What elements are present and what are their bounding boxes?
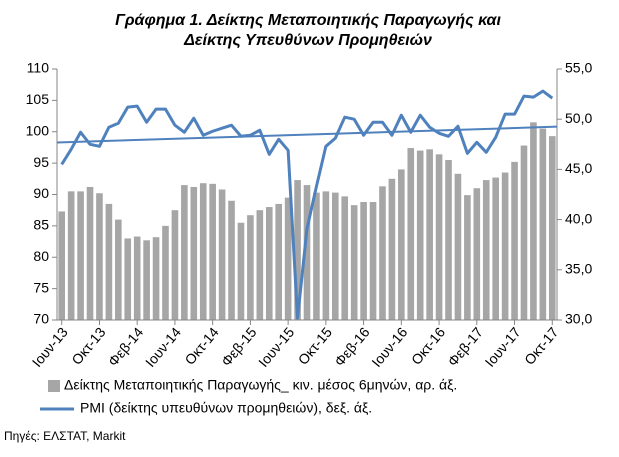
bar	[341, 196, 349, 320]
bar	[548, 136, 556, 320]
bar	[275, 203, 282, 320]
y2-tick-label: 45,0	[565, 160, 592, 176]
bar	[473, 188, 481, 320]
x-tick-label: Ιουν-15	[255, 324, 297, 370]
bar	[124, 238, 132, 320]
bar	[218, 189, 226, 320]
y2-tick-label: 35,0	[565, 261, 592, 277]
bar	[482, 180, 490, 320]
y2-tick-label: 30,0	[565, 311, 592, 327]
x-tick-label: Οκτ-14	[181, 324, 221, 368]
x-tick-label: Ιουν-13	[29, 324, 71, 370]
y2-tick-label: 40,0	[565, 210, 592, 226]
y-tick-label: 90	[33, 185, 49, 201]
x-tick-label: Φεβ-17	[444, 324, 486, 369]
source: Πηγές: ΕΛΣΤΑΤ, Markit	[4, 429, 126, 443]
bar	[407, 148, 415, 320]
bar	[501, 172, 509, 320]
bar	[181, 185, 188, 320]
x-tick-label: Φεβ-15	[218, 324, 260, 369]
bar	[105, 203, 113, 320]
bar	[86, 186, 94, 320]
bar	[284, 197, 292, 320]
bar	[247, 215, 254, 320]
y-tick-label: 70	[33, 311, 49, 327]
bar	[539, 128, 547, 320]
line	[60, 89, 554, 320]
x-tick-label: Ιουν-16	[368, 324, 410, 370]
bar	[445, 159, 452, 320]
y-tick-label: 105	[26, 91, 50, 107]
x-tick-label: Οκτ-17	[521, 324, 561, 368]
bar	[435, 154, 443, 320]
legend-label: Δείκτης Μεταποιητικής Παραγωγής_ κιν. μέ…	[64, 377, 457, 393]
bar	[143, 240, 150, 320]
bar	[303, 185, 311, 320]
y-tick-label: 80	[33, 248, 49, 264]
bar	[511, 161, 518, 320]
bar	[416, 150, 424, 320]
bar	[228, 200, 235, 320]
bar	[171, 210, 179, 320]
y-tick-label: 110	[27, 60, 50, 76]
bar	[133, 236, 141, 320]
bar	[96, 193, 103, 320]
y2-tick-label: 50,0	[565, 110, 592, 126]
legend-label: PMI (δείκτης υπευθύνων προμηθειών), δεξ.…	[80, 400, 372, 416]
bar	[350, 205, 358, 320]
bar	[152, 237, 160, 320]
x-tick-label: Οκτ-15	[295, 324, 335, 368]
bar	[426, 149, 433, 320]
bar	[464, 195, 471, 320]
bar	[530, 122, 537, 321]
bar	[190, 186, 198, 320]
bar	[265, 207, 273, 320]
bar	[313, 192, 320, 320]
bar	[360, 202, 367, 320]
bar	[115, 219, 122, 320]
bar	[67, 191, 75, 320]
x-tick-label: Ιουν-17	[481, 324, 523, 370]
bar	[388, 178, 396, 320]
bar	[520, 145, 528, 320]
bar	[454, 173, 462, 320]
bar	[77, 191, 84, 320]
bar	[332, 192, 339, 320]
x-tick-label: Οκτ-13	[68, 324, 108, 368]
bar	[58, 211, 66, 320]
bar	[209, 183, 216, 320]
trend-line	[56, 125, 558, 144]
y-tick-label: 75	[33, 279, 49, 295]
x-tick-label: Φεβ-14	[105, 324, 147, 369]
legend-swatch	[48, 380, 60, 392]
bar	[398, 169, 405, 320]
y-tick-label: 100	[26, 122, 50, 138]
bar	[294, 180, 301, 320]
x-tick-label: Φεβ-16	[331, 324, 373, 369]
bar	[237, 222, 245, 320]
chart-title: Γράφημα 1. Δείκτης Μεταποιητικής Παραγωγ…	[115, 12, 501, 29]
chart-title: Δείκτης Υπευθύνων Προμηθειών	[183, 32, 432, 49]
bar	[199, 183, 207, 320]
y-tick-label: 85	[33, 217, 49, 233]
bar	[369, 202, 377, 320]
y-tick-label: 95	[33, 154, 49, 170]
bar	[162, 225, 169, 320]
bar	[379, 186, 386, 320]
bar	[322, 191, 330, 320]
x-tick-label: Ιουν-14	[142, 324, 184, 370]
x-tick-label: Οκτ-16	[408, 324, 448, 368]
y2-tick-label: 55,0	[565, 60, 592, 76]
bar	[492, 177, 499, 320]
bar	[256, 210, 264, 320]
